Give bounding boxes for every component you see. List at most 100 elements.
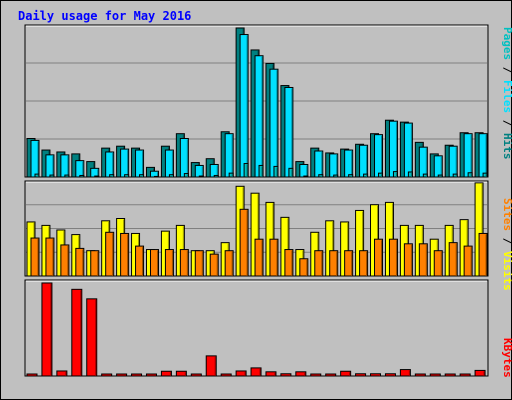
pages-bar-fill [79,174,85,178]
kbytes-bar [325,373,337,377]
pages-bar [348,174,354,178]
kbytes-bar [160,370,172,377]
kbytes-bar [71,288,83,377]
sites-bar [30,237,40,277]
files-bar [239,34,249,178]
kbytes-bar [26,373,38,377]
sites-bar-fill [75,247,85,277]
kbytes-bar-fill [205,355,217,377]
kbytes-bar-fill [250,367,262,377]
pages-bar [228,172,234,178]
pages-bar-fill [318,174,324,178]
sites-bar-fill [149,249,159,277]
kbytes-bar [444,373,456,377]
files-bar [463,133,473,178]
kbytes-bar [399,369,411,377]
pages-bar-fill [422,173,428,178]
sites-bar [239,208,249,277]
kbytes-bar-fill [370,373,382,377]
sites-bar-fill [374,238,384,277]
files-bar [284,86,294,178]
pages-bar [109,174,115,178]
plot-area-3 [24,279,489,377]
kbytes-bar-fill [41,282,53,377]
files-bar [60,154,70,178]
kbytes-bar-fill [116,373,128,377]
sites-bar [194,250,204,277]
sites-bar-fill [284,249,294,277]
legend-sites-visits: Sites / Visits [501,198,512,291]
files-bar [448,145,458,178]
pages-bar-fill [153,175,159,178]
kbytes-bar [86,298,98,377]
kbytes-bar-fill [310,373,322,377]
pages-bar-fill [124,174,130,178]
pages-bar [34,173,40,178]
kbytes-bar [340,370,352,377]
sites-bar-fill [433,250,443,277]
sites-bar [299,258,309,277]
pages-bar [258,164,264,178]
files-bar [254,55,264,178]
files-bar [433,155,443,178]
pages-bar-fill [392,171,398,178]
pages-bar [79,174,85,178]
pages-bar [243,163,249,178]
sites-bar [418,243,428,277]
kbytes-bar [175,370,187,377]
files-bar [30,139,40,178]
pages-bar [288,167,294,178]
pages-bar-fill [228,172,234,178]
sites-bar-fill [448,242,458,277]
sites-bar-fill [105,231,115,277]
sites-bar [284,249,294,277]
pages-bar-fill [139,174,145,178]
pages-bar [407,171,413,178]
kbytes-bar-fill [474,369,486,377]
sites-bar-fill [329,250,339,277]
legend-sites-label: Sites [501,198,512,231]
legend-separator: / [501,113,512,133]
kbytes-bar-fill [145,373,157,377]
kbytes-bar [429,373,441,377]
pages-bar-fill [213,174,219,178]
sites-bar [224,250,234,277]
kbytes-bar-fill [414,373,426,377]
kbytes-bar-fill [429,373,441,377]
pages-bar-fill [273,165,279,178]
files-bar [314,150,324,178]
sites-bar [463,245,473,277]
sites-bar [478,232,488,277]
pages-bar-fill [348,174,354,178]
sites-bar-fill [299,258,309,277]
files-bar [403,122,413,178]
sites-bar-fill [344,250,354,277]
sites-bar [90,250,100,277]
kbytes-bar-fill [340,370,352,377]
kbytes-bar-fill [175,370,187,377]
kbytes-bar-fill [265,371,277,377]
files-bar [194,164,204,178]
pages-bar-fill [452,173,458,178]
kbytes-bar-fill [131,373,143,377]
kbytes-bar [355,373,367,377]
pages-bar [303,175,309,178]
sites-bar-fill [120,232,130,277]
files-bar [329,153,339,178]
legend-files-label: Files [501,80,512,113]
sites-bar [75,247,85,277]
files-bar [359,144,369,178]
kbytes-bar-fill [86,298,98,377]
pages-bar [467,172,473,178]
pages-bar [392,171,398,178]
kbytes-bar-fill [56,370,68,377]
files-bar [269,68,279,178]
sites-bar-fill [254,238,264,277]
pages-bar [94,175,100,178]
sites-bar [269,238,279,277]
kbytes-bar [265,371,277,377]
pages-bar [153,175,159,178]
sites-bar [105,231,115,277]
kbytes-bar [235,370,247,377]
kbytes-bar-fill [160,370,172,377]
